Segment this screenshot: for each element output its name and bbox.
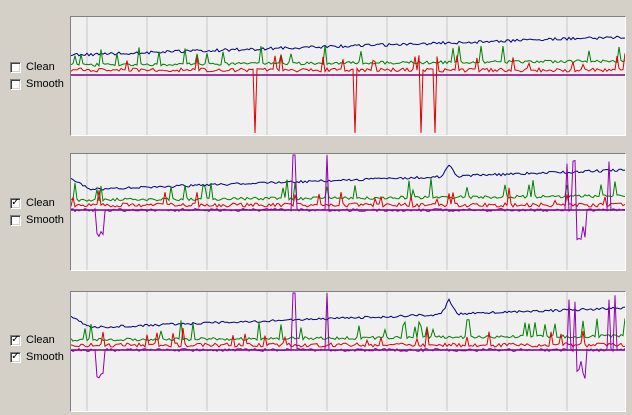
blue-trace xyxy=(71,298,625,329)
plot-panel-1 xyxy=(70,16,626,136)
clean-label-1: Clean xyxy=(26,61,55,73)
plot-svg-1 xyxy=(71,17,625,135)
smooth-label-2: Smooth xyxy=(26,214,64,226)
green-trace xyxy=(71,318,625,342)
plot-panel-2 xyxy=(70,153,626,271)
smooth-check-box-2[interactable] xyxy=(10,214,21,226)
clean-check-box-2[interactable]: ✓ xyxy=(10,197,21,209)
smooth-checkbox-1[interactable]: Smooth xyxy=(10,77,64,91)
chart-row-1: Clean Smooth xyxy=(0,0,632,150)
green-trace xyxy=(71,45,625,68)
smooth-label-3: Smooth xyxy=(26,351,64,363)
clean-checkbox-3[interactable]: ✓ Clean xyxy=(10,333,55,347)
red-trace xyxy=(71,53,625,134)
clean-check-box-1[interactable] xyxy=(10,61,21,73)
smooth-label-1: Smooth xyxy=(26,78,64,90)
clean-checkbox-1[interactable]: Clean xyxy=(10,60,55,74)
smooth-check-box-1[interactable] xyxy=(10,78,21,90)
clean-checkbox-2[interactable]: ✓ Clean xyxy=(10,196,55,210)
red-trace xyxy=(71,328,625,349)
smooth-checkbox-3[interactable]: ✓ Smooth xyxy=(10,350,64,364)
smooth-checkbox-2[interactable]: Smooth xyxy=(10,213,64,227)
purple-trace xyxy=(71,154,625,241)
smooth-check-box-3[interactable]: ✓ xyxy=(10,351,21,363)
plot-panel-3 xyxy=(70,291,626,412)
red-trace xyxy=(71,187,625,209)
plot-svg-2 xyxy=(71,154,625,270)
blue-trace xyxy=(71,164,625,191)
green-trace xyxy=(71,178,625,202)
clean-label-2: Clean xyxy=(26,197,55,209)
chart-row-2: ✓ Clean Smooth xyxy=(10,153,626,271)
clean-check-box-3[interactable]: ✓ xyxy=(10,334,21,346)
plot-svg-3 xyxy=(71,292,625,411)
purple-trace xyxy=(71,292,625,379)
clean-label-3: Clean xyxy=(26,334,55,346)
blue-trace xyxy=(71,35,625,57)
